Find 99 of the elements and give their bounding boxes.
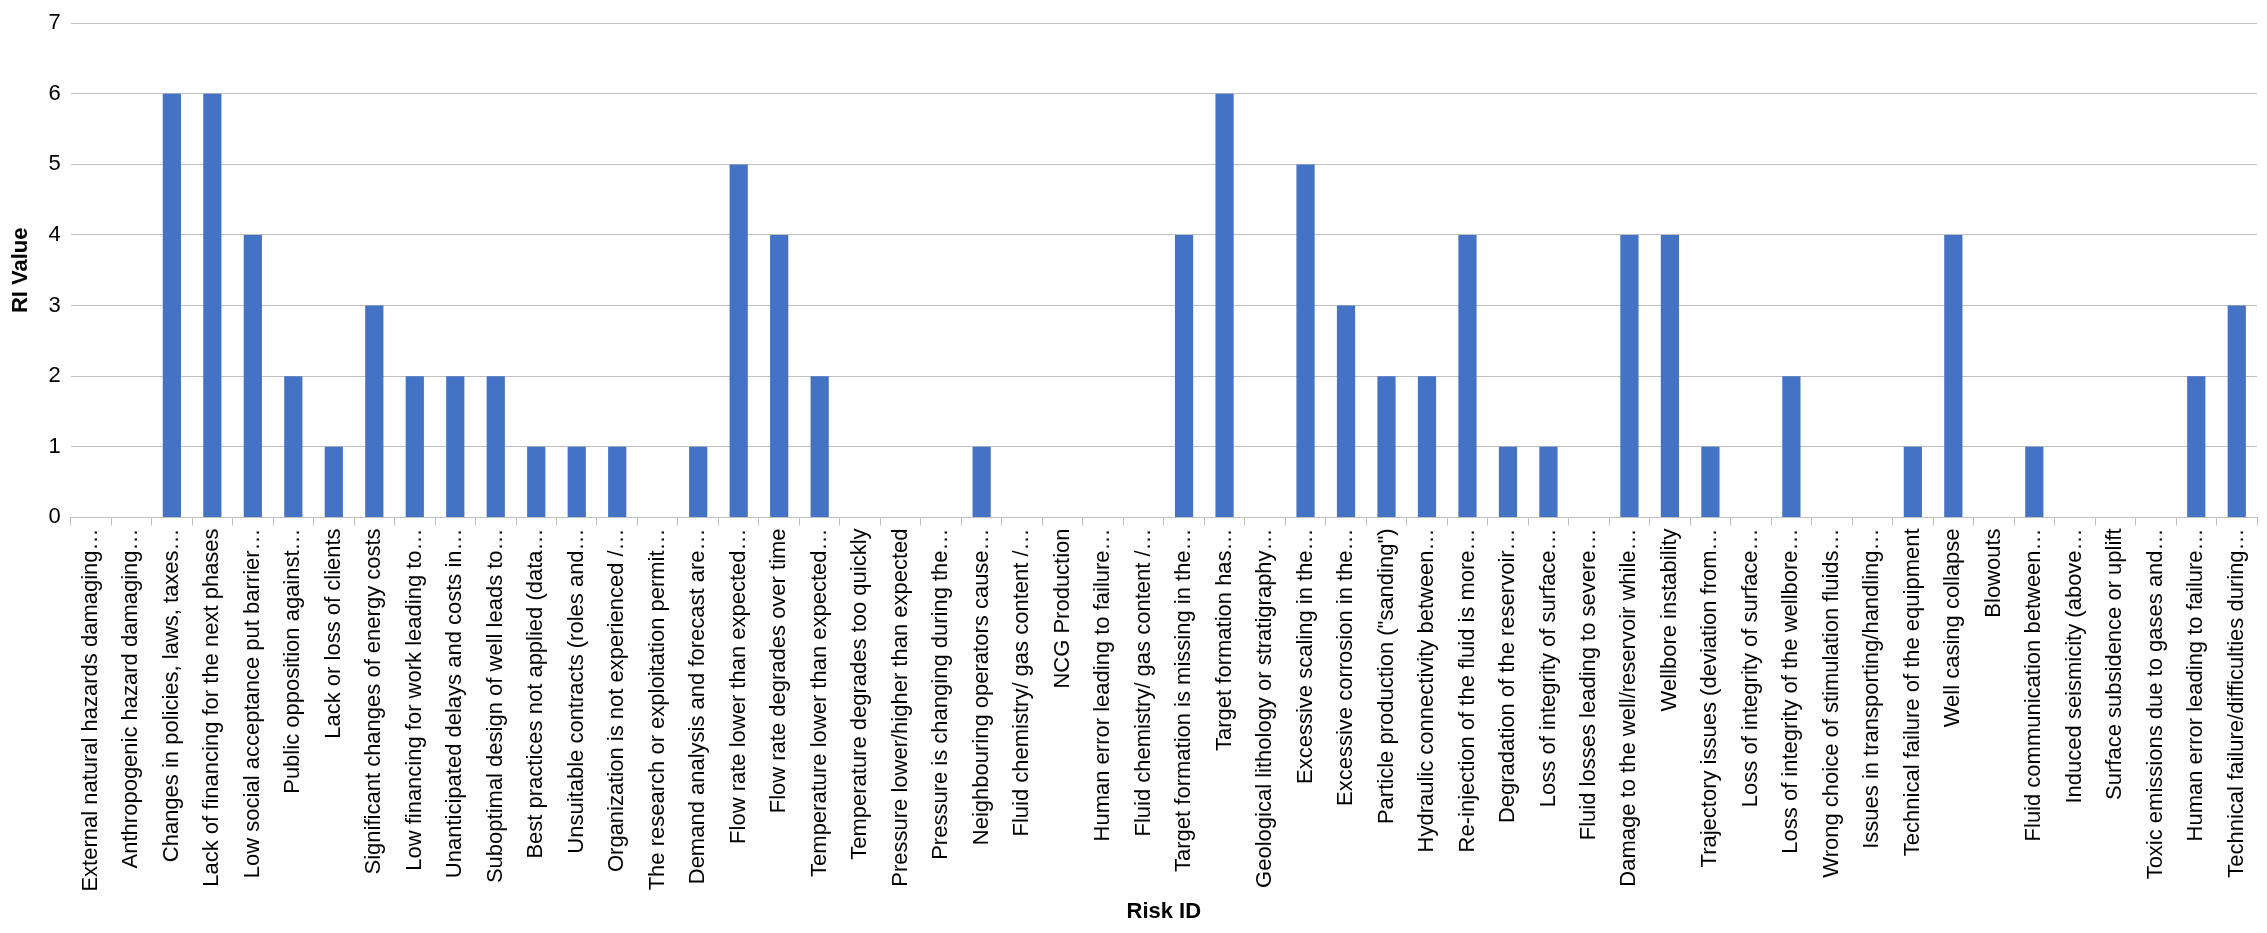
bar (203, 93, 222, 517)
bar (810, 376, 829, 517)
x-tick-label: NCG Production (1048, 528, 1074, 689)
x-tick-label: Geological lithology or stratigraphy… (1251, 528, 1277, 888)
x-tick-label: Neighbouring operators cause… (967, 528, 993, 846)
bar (1377, 376, 1396, 517)
x-tick-label: Re-injection of the fluid is more… (1453, 528, 1479, 853)
x-tick-label: Trajectory issues (deviation from… (1696, 528, 1722, 868)
x-tick-label: Temperature lower than expected… (805, 528, 831, 877)
bar (1174, 235, 1194, 517)
x-tick-label: Demand analysis and forecast are… (684, 528, 710, 885)
bar (972, 446, 991, 517)
y-tick-label: 7 (48, 9, 61, 35)
x-tick-label: Temperature degrades too quickly (846, 528, 872, 860)
bar (1539, 446, 1558, 517)
x-tick-label: Suboptimal design of well leads to… (481, 528, 507, 884)
x-tick-label: Target formation is missing in the… (1170, 528, 1196, 872)
bar (567, 446, 586, 517)
bar (1620, 235, 1639, 517)
x-tick-label: Human error leading to failure… (2182, 528, 2208, 842)
x-tick-label: Low social acceptance put barrier… (238, 528, 264, 879)
x-tick-label: Pressure is changing during the… (927, 528, 953, 860)
bar (2187, 376, 2206, 517)
x-tick-label: External natural hazards damaging… (76, 528, 102, 892)
x-tick-label: Lack of financing for the next phases (198, 528, 224, 887)
bar (1903, 446, 1922, 517)
x-tick-label: Excessive corrosion in the… (1332, 528, 1358, 806)
bar (365, 305, 384, 517)
bar (1458, 235, 1477, 517)
bar (1944, 235, 1963, 517)
x-tick-label: Technical failure of the equipment (1898, 528, 1924, 857)
x-tick-label: Excessive scaling in the… (1291, 528, 1317, 784)
bar (770, 235, 789, 517)
bar (1498, 446, 1518, 517)
bar (1782, 376, 1801, 517)
x-tick-label: Fluid chemistry/ gas content /… (1129, 528, 1155, 837)
y-tick-label: 3 (48, 291, 61, 317)
x-tick-label: Best practices not applied (data… (522, 528, 548, 859)
y-tick-label: 0 (48, 503, 61, 529)
bar (284, 376, 303, 517)
x-tick-label: The research or exploitation permit… (643, 528, 669, 891)
x-tick-label: Loss of integrity of the wellbore… (1777, 528, 1803, 854)
y-tick-label: 5 (48, 150, 61, 176)
bar (162, 93, 181, 517)
x-tick-label: Fluid communication between… (2020, 528, 2046, 842)
bar (608, 446, 627, 517)
bar (1660, 235, 1680, 517)
x-axis-title: Risk ID (1126, 897, 1202, 923)
x-tick-label: Toxic emissions due to gases and… (2141, 528, 2167, 880)
x-tick-label: Loss of integrity of surface… (1736, 528, 1762, 808)
x-tick-label: Unanticipated delays and costs in… (441, 528, 467, 879)
bar (689, 446, 708, 517)
bar (2227, 305, 2246, 517)
x-tick-label: Low financing for work leading to… (400, 528, 426, 871)
x-tick-label: Technical failure/difficulties during… (2222, 528, 2248, 878)
bar (1336, 305, 1356, 517)
bar (324, 446, 343, 517)
x-tick-label: Damage to the well/reservoir while… (1615, 528, 1641, 887)
x-tick-label: Target formation has… (1210, 528, 1236, 751)
x-tick-label: Changes in policies, laws, taxes… (157, 528, 183, 863)
x-tick-label: Loss of integrity of surface… (1534, 528, 1560, 808)
x-tick-label: Blowouts (1979, 528, 2005, 618)
bar (1296, 164, 1315, 517)
x-tick-label: Degradation of the reservoir… (1494, 528, 1520, 824)
bar (486, 376, 505, 517)
y-axis-title: RI Value (7, 227, 33, 314)
x-tick-label: Lack or loss of clients (319, 528, 345, 739)
bar (243, 235, 262, 517)
x-tick-label: Surface subsidence or uplift (2101, 528, 2127, 800)
bar (729, 164, 748, 517)
x-tick-label: Flow rate lower than expected… (724, 528, 750, 844)
y-tick-label: 2 (48, 362, 61, 388)
x-tick-label: Well casing collapse (1939, 528, 1965, 728)
x-tick-label: Fluid losses leading to severe… (1575, 528, 1601, 841)
x-tick-label: Wellbore instability (1655, 528, 1681, 712)
x-tick-label: Unsuitable contracts (roles and… (562, 528, 588, 854)
x-tick-label: Public opposition against… (279, 528, 305, 794)
y-tick-label: 4 (48, 221, 61, 247)
x-tick-label: Flow rate degrades over time (765, 528, 791, 814)
x-tick-label: Organization is not experienced /… (603, 528, 629, 873)
x-tick-label: Wrong choice of stimulation fluids… (1817, 528, 1843, 878)
x-tick-label: Pressure lower/higher than expected (886, 528, 912, 887)
bar (2025, 446, 2044, 517)
y-tick-label: 1 (48, 432, 61, 458)
x-tick-label: Significant changes of energy costs (360, 528, 386, 875)
bar (1701, 446, 1720, 517)
x-tick-label: Induced seismicity (above… (2060, 528, 2086, 804)
bar (405, 376, 424, 517)
x-tick-label: Anthropogenic hazard damaging… (117, 528, 143, 869)
bar (527, 446, 546, 517)
y-tick-label: 6 (48, 79, 61, 105)
x-tick-label: Particle production ("sanding") (1372, 528, 1398, 825)
bar (1215, 93, 1234, 517)
x-tick-label: Issues in transporting/handling… (1858, 528, 1884, 849)
x-tick-label: Fluid chemistry/ gas content /… (1008, 528, 1034, 837)
x-tick-label: Hydraulic connectivity between… (1413, 528, 1439, 853)
bar (446, 376, 465, 517)
x-tick-label: Human error leading to failure… (1089, 528, 1115, 842)
bar (1417, 376, 1437, 517)
